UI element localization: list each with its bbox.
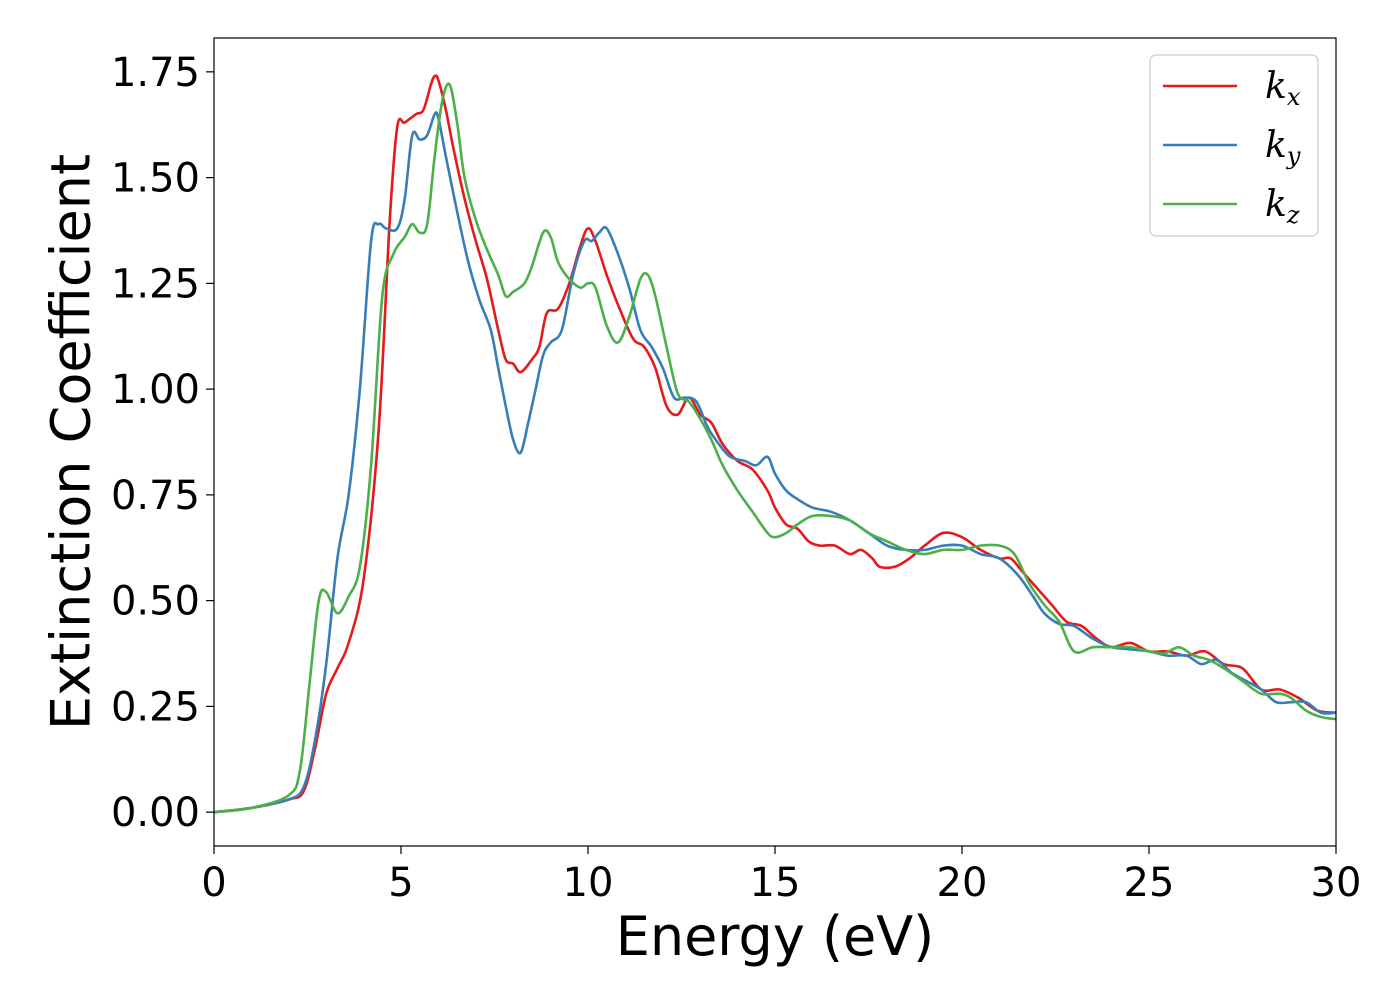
y-tick-label: 0.00 xyxy=(111,790,200,836)
x-tick-label: 5 xyxy=(388,860,413,906)
y-tick-label: 1.50 xyxy=(111,156,200,202)
ticks-layer: 0 5 10 15 20 25 30 0.00 0.25 0.50 0.75 1.00 1.25 1.50… xyxy=(111,50,1362,906)
x-tick-label: 30 xyxy=(1311,860,1362,906)
x-tick-label: 25 xyxy=(1124,860,1175,906)
y-tick-label: 1.75 xyxy=(111,50,200,96)
series-line-ky xyxy=(214,111,1336,814)
y-tick-label: 1.00 xyxy=(111,367,200,413)
x-axis-title: Energy (eV) xyxy=(616,905,935,968)
x-tick-label: 20 xyxy=(937,860,988,906)
x-tick-label: 10 xyxy=(563,860,614,906)
y-tick-label: 0.25 xyxy=(111,684,200,730)
x-tick-label: 15 xyxy=(750,860,801,906)
series-layer xyxy=(214,74,1336,814)
series-line-kz xyxy=(214,82,1336,814)
y-tick-label: 1.25 xyxy=(111,261,200,307)
y-tick-label: 0.75 xyxy=(111,473,200,519)
y-tick-label: 0.50 xyxy=(111,579,200,625)
x-tick-label: 0 xyxy=(201,860,226,906)
y-axis-title: Extinction Coefficient xyxy=(40,154,103,730)
